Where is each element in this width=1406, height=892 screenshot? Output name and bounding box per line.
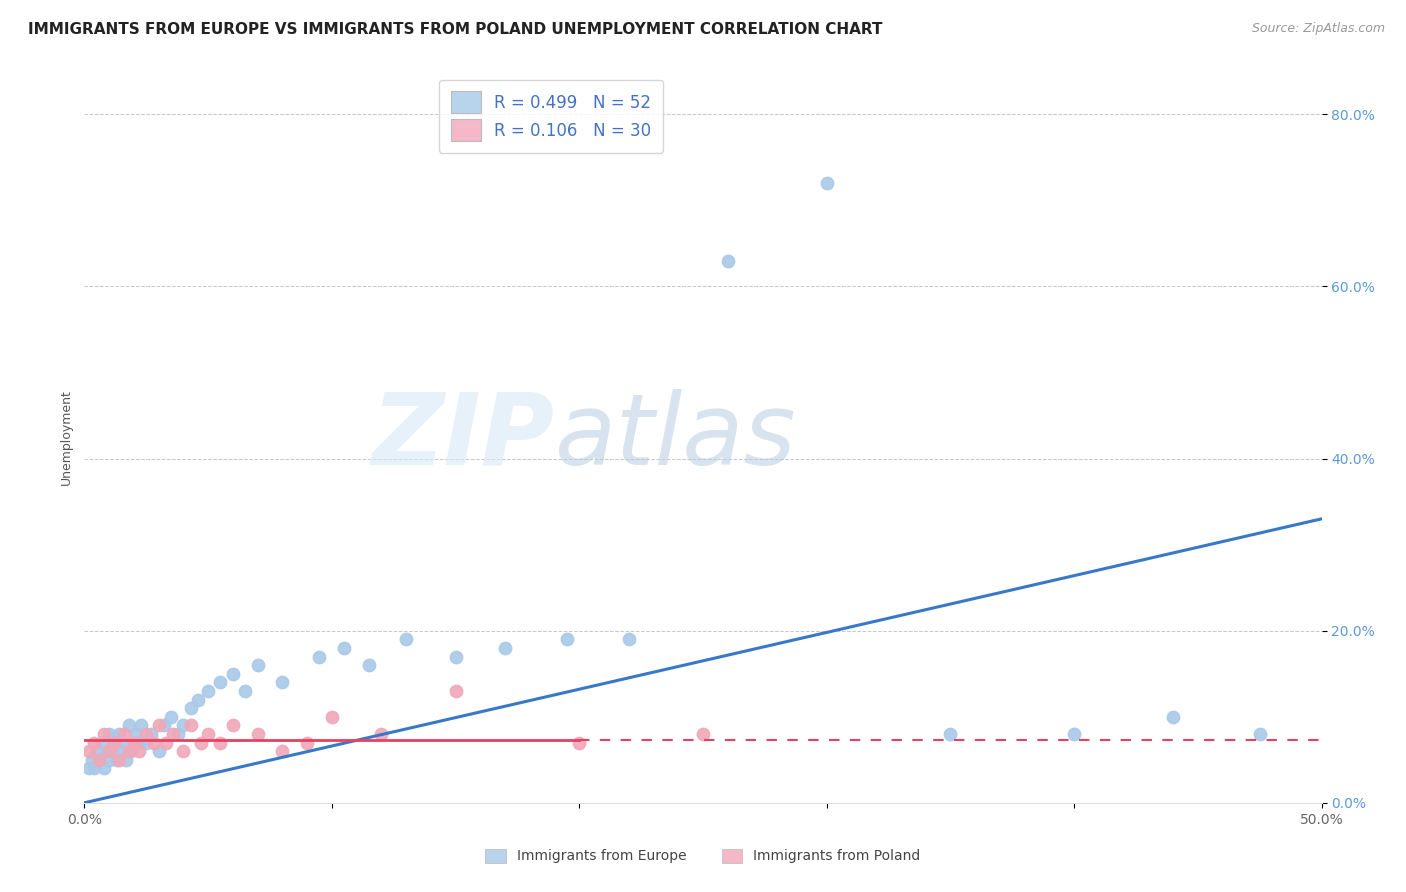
Text: atlas: atlas — [554, 389, 796, 485]
Point — [79, 761, 101, 775]
Point — [190, 735, 212, 749]
Point — [93, 761, 115, 775]
Point — [444, 684, 467, 698]
Point — [108, 753, 131, 767]
Point — [120, 744, 142, 758]
Point — [115, 753, 138, 767]
Point — [333, 640, 356, 655]
Point — [617, 632, 640, 647]
Point — [110, 744, 132, 758]
Point — [1249, 727, 1271, 741]
Point — [939, 727, 962, 741]
Point — [98, 744, 121, 758]
Text: Source: ZipAtlas.com: Source: ZipAtlas.com — [1251, 22, 1385, 36]
Point — [112, 735, 135, 749]
Point — [141, 727, 163, 741]
Point — [233, 684, 256, 698]
Point — [162, 727, 184, 741]
Point — [105, 753, 128, 767]
Point — [568, 735, 591, 749]
Point — [118, 718, 141, 732]
Point — [152, 718, 174, 732]
Point — [308, 649, 330, 664]
Point — [222, 718, 245, 732]
Point — [128, 735, 150, 749]
Point — [83, 735, 105, 749]
Point — [187, 692, 209, 706]
Point — [142, 735, 165, 749]
Point — [80, 753, 103, 767]
Point — [79, 744, 101, 758]
Point — [395, 632, 418, 647]
Point — [148, 744, 170, 758]
Point — [209, 675, 232, 690]
Point — [103, 735, 125, 749]
Point — [222, 666, 245, 681]
Point — [135, 727, 157, 741]
Point — [96, 744, 118, 758]
Point — [246, 658, 269, 673]
Point — [271, 675, 294, 690]
Point — [86, 744, 108, 758]
Point — [108, 727, 131, 741]
Point — [321, 710, 343, 724]
Point — [692, 727, 714, 741]
Point — [100, 744, 122, 758]
Point — [197, 727, 219, 741]
Point — [98, 753, 121, 767]
Point — [180, 718, 202, 732]
Point — [122, 735, 145, 749]
Point — [160, 710, 183, 724]
Point — [494, 640, 516, 655]
Point — [122, 735, 145, 749]
Point — [112, 727, 135, 741]
Point — [815, 176, 838, 190]
Point — [83, 761, 105, 775]
Legend: Immigrants from Europe, Immigrants from Poland: Immigrants from Europe, Immigrants from … — [479, 843, 927, 869]
Point — [118, 744, 141, 758]
Point — [172, 744, 194, 758]
Point — [129, 718, 152, 732]
Text: IMMIGRANTS FROM EUROPE VS IMMIGRANTS FROM POLAND UNEMPLOYMENT CORRELATION CHART: IMMIGRANTS FROM EUROPE VS IMMIGRANTS FRO… — [28, 22, 883, 37]
Point — [295, 735, 318, 749]
Point — [370, 727, 392, 741]
Point — [197, 684, 219, 698]
Point — [128, 744, 150, 758]
Point — [98, 727, 121, 741]
Point — [180, 701, 202, 715]
Point — [1161, 710, 1184, 724]
Point — [271, 744, 294, 758]
Point — [246, 727, 269, 741]
Point — [125, 727, 148, 741]
Point — [89, 753, 111, 767]
Point — [209, 735, 232, 749]
Point — [90, 735, 112, 749]
Point — [103, 735, 125, 749]
Point — [555, 632, 578, 647]
Point — [717, 253, 740, 268]
Point — [1063, 727, 1085, 741]
Point — [172, 718, 194, 732]
Point — [155, 735, 177, 749]
Y-axis label: Unemployment: Unemployment — [60, 389, 73, 485]
Point — [167, 727, 190, 741]
Point — [357, 658, 380, 673]
Text: ZIP: ZIP — [371, 389, 554, 485]
Point — [89, 753, 111, 767]
Point — [148, 718, 170, 732]
Point — [444, 649, 467, 664]
Point — [93, 727, 115, 741]
Point — [135, 735, 157, 749]
